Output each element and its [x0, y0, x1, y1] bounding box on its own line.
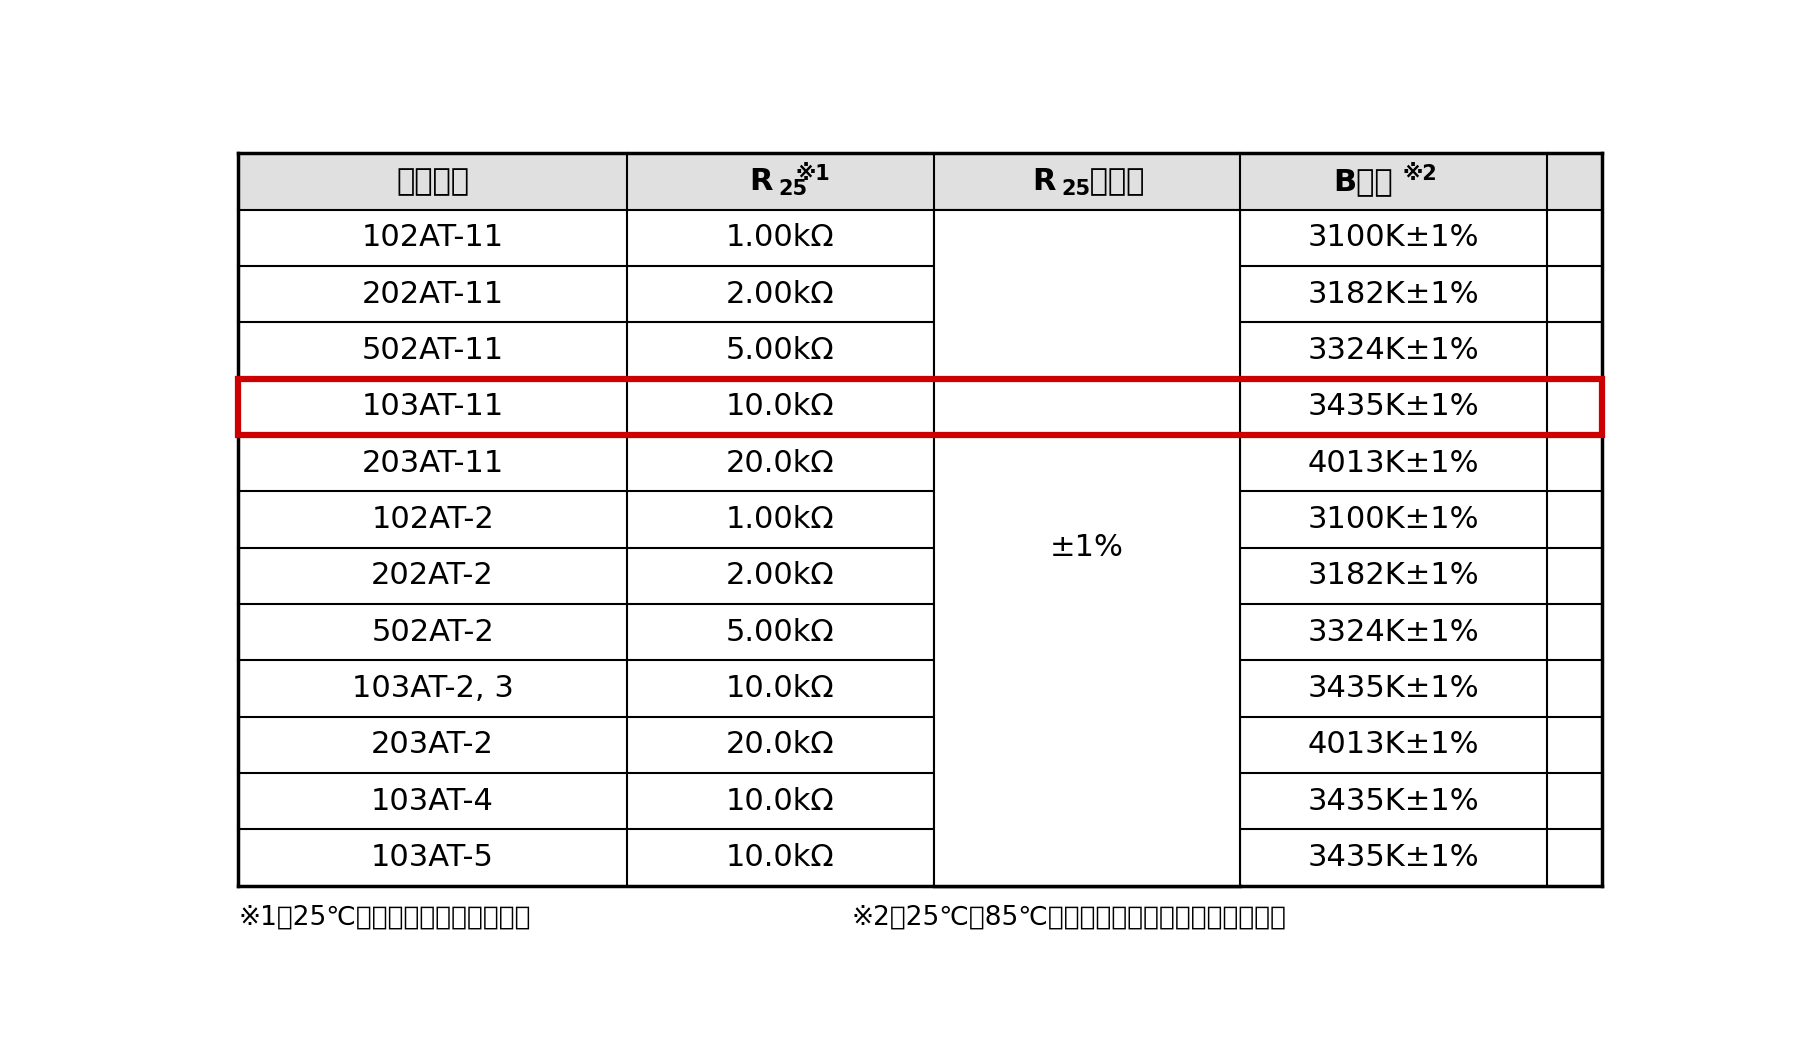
Text: 3435K±1%: 3435K±1%: [1309, 674, 1479, 703]
Text: 102AT-2: 102AT-2: [372, 505, 494, 534]
Text: 許容差: 許容差: [1079, 167, 1145, 196]
Text: 1.00kΩ: 1.00kΩ: [725, 505, 835, 534]
Text: 202AT-11: 202AT-11: [361, 280, 504, 309]
Text: 10.0kΩ: 10.0kΩ: [725, 393, 835, 421]
Text: 10.0kΩ: 10.0kΩ: [725, 787, 835, 816]
Text: 502AT-11: 502AT-11: [361, 336, 504, 365]
Text: ※2: ※2: [1404, 164, 1438, 184]
Text: 3182K±1%: 3182K±1%: [1309, 561, 1479, 591]
Text: 3435K±1%: 3435K±1%: [1309, 787, 1479, 816]
Text: 4013K±1%: 4013K±1%: [1309, 731, 1479, 759]
Bar: [239, 154, 1601, 210]
Text: 10.0kΩ: 10.0kΩ: [725, 842, 835, 872]
Text: 102AT-11: 102AT-11: [361, 223, 504, 253]
Text: 3324K±1%: 3324K±1%: [1309, 618, 1479, 647]
Text: 形　　名: 形 名: [397, 167, 468, 196]
Text: 103AT-4: 103AT-4: [372, 787, 494, 816]
Text: 202AT-2: 202AT-2: [372, 561, 494, 591]
Bar: [239, 379, 1601, 435]
Text: 5.00kΩ: 5.00kΩ: [725, 336, 835, 365]
Text: 3435K±1%: 3435K±1%: [1309, 842, 1479, 872]
Text: 2.00kΩ: 2.00kΩ: [725, 280, 835, 309]
Text: ※2：25℃、85℃におけるゼロ負荷抗抗値より算出: ※2：25℃、85℃におけるゼロ負荷抗抗値より算出: [853, 905, 1287, 931]
Text: 3324K±1%: 3324K±1%: [1309, 336, 1479, 365]
Text: 3435K±1%: 3435K±1%: [1309, 393, 1479, 421]
Text: B定数: B定数: [1334, 167, 1393, 196]
Text: 20.0kΩ: 20.0kΩ: [725, 731, 835, 759]
Text: 103AT-2, 3: 103AT-2, 3: [352, 674, 513, 703]
Text: 203AT-11: 203AT-11: [361, 449, 504, 478]
Text: R: R: [749, 167, 772, 196]
Text: R: R: [1032, 167, 1055, 196]
Text: 2.00kΩ: 2.00kΩ: [725, 561, 835, 591]
Text: 5.00kΩ: 5.00kΩ: [725, 618, 835, 647]
Text: 3100K±1%: 3100K±1%: [1309, 223, 1479, 253]
Text: 10.0kΩ: 10.0kΩ: [725, 674, 835, 703]
Text: 502AT-2: 502AT-2: [372, 618, 494, 647]
Text: ※1: ※1: [795, 164, 831, 184]
Text: 3182K±1%: 3182K±1%: [1309, 280, 1479, 309]
Text: 4013K±1%: 4013K±1%: [1309, 449, 1479, 478]
Text: 103AT-11: 103AT-11: [361, 393, 504, 421]
Text: 3100K±1%: 3100K±1%: [1309, 505, 1479, 534]
Text: 103AT-5: 103AT-5: [372, 842, 494, 872]
Text: 1.00kΩ: 1.00kΩ: [725, 223, 835, 253]
Text: 25: 25: [1061, 179, 1091, 199]
Text: 20.0kΩ: 20.0kΩ: [725, 449, 835, 478]
Text: 25: 25: [777, 179, 808, 199]
Bar: [935, 211, 1239, 885]
Text: ※1：25℃におけるゼロ負荷抗抗値: ※1：25℃におけるゼロ負荷抗抗値: [239, 905, 531, 931]
Text: 203AT-2: 203AT-2: [372, 731, 494, 759]
Text: ±1%: ±1%: [1050, 533, 1124, 562]
